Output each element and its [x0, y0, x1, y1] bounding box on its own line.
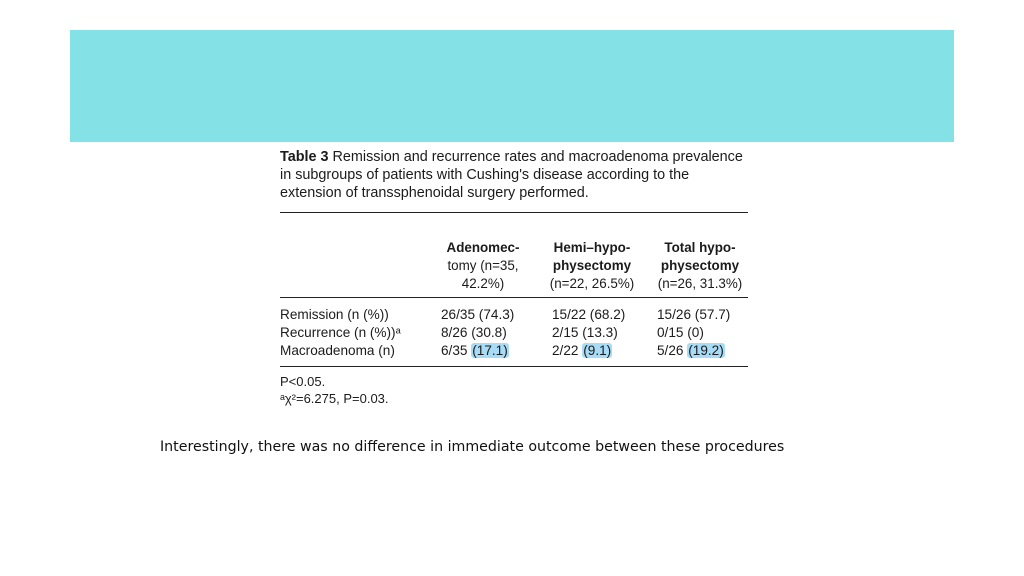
table-header-rule	[280, 297, 748, 298]
table-row: Remission (n (%)) 26/35 (74.3) 15/22 (68…	[280, 306, 750, 324]
column-header-title: Adenomec-	[446, 240, 520, 255]
column-header-subtitle: (n=22, 26.5%)	[549, 276, 635, 291]
highlighted-percent: (17.1)	[471, 343, 509, 358]
header-banner	[70, 30, 954, 142]
column-header-total-hypophysectomy: Total hypo-physectomy (n=26, 31.3%)	[652, 239, 748, 293]
row-label: Remission (n (%))	[280, 307, 389, 322]
table-cell: 5/26 (19.2)	[657, 342, 725, 360]
table-cell: 15/26 (57.7)	[657, 307, 731, 322]
table-caption: Table 3 Remission and recurrence rates a…	[280, 148, 750, 202]
table-label: Table 3	[280, 149, 329, 165]
cell-value: 2/22	[552, 343, 579, 358]
table-row: Macroadenoma (n) 6/35 (17.1) 2/22 (9.1) …	[280, 342, 750, 360]
table-row: Recurrence (n (%))ᵃ 8/26 (30.8) 2/15 (13…	[280, 324, 750, 342]
table-cell: 15/22 (68.2)	[552, 307, 626, 322]
table-figure: Table 3 Remission and recurrence rates a…	[280, 148, 750, 407]
row-label: Macroadenoma (n)	[280, 343, 395, 358]
column-header-adenomectomy: Adenomec- tomy (n=35, 42.2%)	[431, 239, 535, 293]
table-cell: 26/35 (74.3)	[441, 307, 515, 322]
column-header-subtitle: (n=26, 31.3%)	[657, 276, 743, 291]
table-footnotes: P<0.05. ᵃχ²=6.275, P=0.03.	[280, 373, 750, 407]
column-header-title: Hemi–hypo-physectomy	[552, 240, 632, 273]
caption-text: Remission and recurrence rates and macro…	[280, 149, 743, 201]
table-cell: 2/22 (9.1)	[552, 342, 613, 360]
table-header: Adenomec- tomy (n=35, 42.2%) Hemi–hypo-p…	[280, 213, 750, 297]
highlighted-percent: (19.2)	[687, 343, 725, 358]
cell-value: 6/35	[441, 343, 468, 358]
table-cell: 8/26 (30.8)	[441, 325, 507, 340]
row-label: Recurrence (n (%))ᵃ	[280, 325, 401, 340]
table-body: Remission (n (%)) 26/35 (74.3) 15/22 (68…	[280, 298, 750, 366]
table-cell: 0/15 (0)	[657, 325, 704, 340]
column-header-title: Total hypo-physectomy	[660, 240, 740, 273]
footnote: ᵃχ²=6.275, P=0.03.	[280, 391, 389, 406]
footnote: P<0.05.	[280, 374, 326, 389]
table-cell: 6/35 (17.1)	[441, 342, 509, 360]
slide-note: Interestingly, there was no difference i…	[160, 439, 785, 455]
cell-value: 5/26	[657, 343, 684, 358]
table-top-rule	[280, 212, 748, 213]
table-cell: 2/15 (13.3)	[552, 325, 618, 340]
column-header-hemi-hypophysectomy: Hemi–hypo-physectomy (n=22, 26.5%)	[544, 239, 640, 293]
column-header-subtitle: tomy (n=35, 42.2%)	[447, 258, 519, 291]
highlighted-percent: (9.1)	[582, 343, 613, 358]
table-bottom-rule	[280, 366, 748, 367]
